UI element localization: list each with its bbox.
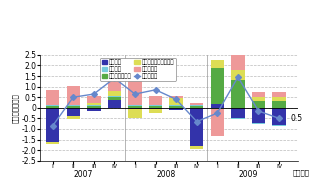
Bar (252, 92, 265, 97)
Bar (190, 146, 203, 149)
Bar (252, 108, 265, 123)
Bar (231, 108, 245, 118)
Bar (108, 100, 121, 108)
Bar (252, 97, 265, 102)
Bar (272, 97, 286, 102)
Bar (87, 96, 100, 103)
Bar (190, 105, 203, 106)
Bar (210, 60, 224, 68)
Bar (170, 96, 183, 98)
Bar (252, 102, 265, 108)
Bar (190, 108, 203, 146)
Bar (149, 105, 162, 106)
Text: 0.5: 0.5 (290, 114, 303, 123)
Text: 2009: 2009 (238, 170, 258, 179)
Bar (149, 106, 162, 108)
Bar (67, 105, 80, 106)
Bar (67, 108, 80, 116)
Legend: 財産所得, 消費税等, 社会保障給付金, 所得税・社会保障負担, 賃金・給与, 可処分所得: 財産所得, 消費税等, 社会保障給付金, 所得税・社会保障負担, 賃金・給与, … (100, 58, 176, 81)
Bar (46, 108, 59, 142)
Bar (190, 106, 203, 108)
Bar (231, 55, 245, 70)
Y-axis label: （前期比、％）: （前期比、％） (12, 93, 19, 123)
Bar (46, 106, 59, 108)
Bar (210, 109, 224, 136)
Bar (128, 109, 142, 118)
Bar (67, 116, 80, 119)
Bar (149, 108, 162, 109)
Bar (149, 109, 162, 113)
Bar (108, 97, 121, 100)
Bar (210, 68, 224, 103)
Bar (87, 105, 100, 106)
Bar (87, 103, 100, 105)
Bar (272, 102, 286, 108)
Bar (87, 106, 100, 108)
Bar (190, 103, 203, 105)
Bar (128, 105, 142, 106)
Bar (210, 108, 224, 109)
Text: 2007: 2007 (74, 170, 93, 179)
Bar (67, 106, 80, 108)
Text: （年期）: （年期） (292, 170, 309, 176)
Bar (170, 108, 183, 110)
Bar (128, 81, 142, 105)
Bar (272, 125, 286, 126)
Bar (231, 70, 245, 80)
Bar (87, 108, 100, 111)
Bar (46, 142, 59, 144)
Bar (231, 80, 245, 108)
Bar (108, 76, 121, 91)
Bar (210, 103, 224, 108)
Bar (272, 92, 286, 97)
Bar (46, 90, 59, 105)
Bar (170, 98, 183, 105)
Text: 2008: 2008 (156, 170, 175, 179)
Bar (170, 106, 183, 108)
Bar (231, 118, 245, 119)
Bar (149, 96, 162, 105)
Bar (46, 105, 59, 106)
Bar (252, 123, 265, 124)
Bar (108, 96, 121, 97)
Bar (128, 108, 142, 109)
Bar (128, 106, 142, 108)
Bar (272, 108, 286, 125)
Bar (67, 86, 80, 105)
Bar (170, 105, 183, 106)
Bar (108, 91, 121, 96)
